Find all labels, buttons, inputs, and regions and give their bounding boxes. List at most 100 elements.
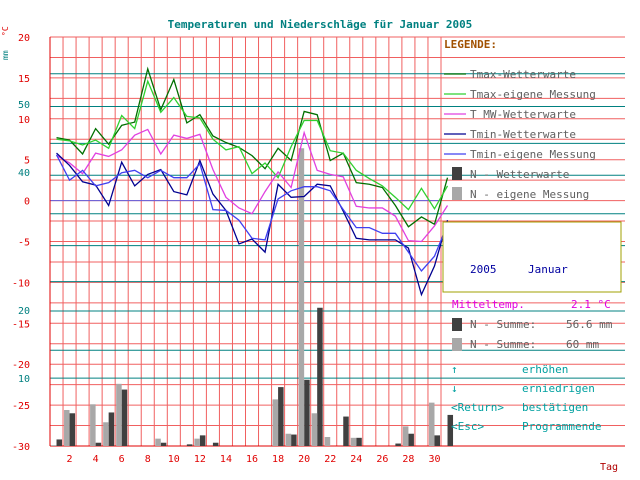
x-tick-label: 28: [402, 454, 414, 465]
series-line: [55, 154, 449, 272]
legend-item-label: Tmax-Wetterwarte: [470, 68, 576, 81]
precipitation-bars: [51, 148, 454, 447]
precip-bar-eigene: [324, 437, 331, 446]
grid: [49, 36, 625, 447]
x-tick-label: 22: [324, 454, 336, 465]
x-unit-label: Tag: [600, 462, 618, 473]
sum1-swatch: [452, 318, 462, 331]
precip-bar-eigene: [311, 413, 318, 446]
series-line: [56, 79, 449, 211]
precip-bar-wetterwarte: [69, 413, 76, 446]
precip-bar-wetterwarte: [317, 307, 323, 446]
x-tick-label: 30: [428, 454, 440, 465]
mittel-value: 2.1 °C: [571, 298, 611, 311]
precip-bar-eigene: [285, 433, 292, 446]
sum1-label: N - Summe:: [470, 318, 536, 331]
temperature-lines: [55, 66, 449, 297]
precip-bar-wetterwarte: [356, 437, 362, 446]
legend-item-label: N - Wetterwarte: [470, 168, 569, 181]
control-key[interactable]: ↑: [451, 363, 458, 376]
celsius-unit-label: °C: [1, 26, 10, 36]
x-tick-label: 12: [194, 454, 206, 465]
precip-bar-eigene: [194, 438, 200, 446]
precip-bar-eigene: [103, 422, 109, 446]
precip-bar-eigene: [51, 445, 57, 446]
precip-bar-wetterwarte: [121, 389, 128, 446]
precip-bar-wetterwarte: [186, 444, 193, 446]
control-action: Programmende: [522, 420, 601, 433]
temp-tick-label: 0: [24, 197, 30, 208]
precip-bar-eigene: [272, 399, 279, 446]
precip-bar-wetterwarte: [343, 416, 349, 446]
x-tick-label: 24: [350, 454, 362, 465]
x-tick-label: 14: [220, 454, 232, 465]
legend-item-label: N - eigene Messung: [470, 188, 589, 201]
precip-bar-wetterwarte: [95, 442, 102, 446]
series-line: [56, 128, 449, 243]
temp-tick-label: -25: [12, 401, 30, 412]
x-tick-label: 6: [119, 454, 125, 465]
temp-tick-label: -5: [18, 238, 30, 249]
mm-tick-label: 10: [18, 374, 30, 385]
x-tick-label: 18: [272, 454, 284, 465]
legend-bar-swatch: [452, 187, 462, 200]
precip-bar-wetterwarte: [408, 433, 414, 446]
key-controls: ↑ erhöhen ↓ erniedrigen <Return> bestätigen <E…: [451, 363, 601, 433]
precip-bar-eigene: [90, 404, 96, 446]
legend-item-label: Tmin-eigene Messung: [470, 148, 596, 161]
mm-tick-label: 20: [18, 306, 30, 317]
x-tick-label: 26: [376, 454, 388, 465]
temp-tick-label: -30: [12, 442, 30, 453]
legend-bar-swatch: [452, 167, 462, 180]
precip-bar-eigene: [116, 383, 122, 446]
chart-title: Temperaturen und Niederschläge für Janua…: [168, 18, 473, 31]
temp-tick-label: 5: [24, 156, 30, 167]
info-panel: 2005 Januar Mitteltemp. 2.1 °C N - Summe…: [442, 221, 622, 351]
control-action: erhöhen: [522, 363, 568, 376]
temp-tick-label: 20: [18, 33, 30, 44]
legend-panel: LEGENDE: Tmax-Wetterwarte Tmax-eigene Mes…: [444, 38, 596, 201]
legend-header: LEGENDE:: [444, 38, 497, 51]
mm-tick-label: 40: [18, 168, 30, 179]
precip-bar-eigene: [155, 438, 161, 446]
control-key[interactable]: ↓: [451, 382, 458, 395]
temp-tick-label: 10: [18, 115, 30, 126]
mittel-label: Mitteltemp.: [452, 298, 525, 311]
precip-bar-eigene: [428, 402, 435, 446]
precip-bar-wetterwarte: [212, 442, 219, 446]
legend-item-label: T MW-Wetterwarte: [470, 108, 576, 121]
series-line: [56, 152, 449, 297]
precip-bar-wetterwarte: [108, 412, 115, 446]
sum2-value: 60 mm: [566, 338, 599, 351]
precip-bar-wetterwarte: [291, 434, 297, 446]
temp-tick-label: -15: [12, 319, 30, 330]
mm-unit-label: mm: [1, 50, 10, 60]
precip-bar-wetterwarte: [447, 414, 454, 446]
series-line: [56, 66, 449, 228]
control-key[interactable]: <Esc>: [451, 420, 484, 433]
precip-bar-wetterwarte: [278, 387, 284, 446]
precip-bar-wetterwarte: [56, 439, 63, 446]
precip-bar-wetterwarte: [160, 442, 167, 446]
temp-tick-label: -20: [12, 360, 30, 371]
precip-bar-wetterwarte: [434, 435, 440, 446]
legend-item-label: Tmax-eigene Messung: [470, 88, 596, 101]
precip-bar-wetterwarte: [199, 435, 206, 446]
x-tick-label: 4: [93, 454, 99, 465]
x-tick-label: 20: [298, 454, 310, 465]
year-value[interactable]: 2005: [470, 263, 497, 276]
x-tick-label: 8: [145, 454, 151, 465]
month-value[interactable]: Januar: [528, 263, 568, 276]
mm-tick-label: 50: [18, 100, 30, 111]
x-tick-label: 10: [168, 454, 180, 465]
precip-bar-eigene: [402, 426, 409, 446]
temp-tick-label: -10: [12, 278, 30, 289]
precip-bar-wetterwarte: [304, 379, 310, 446]
control-key[interactable]: <Return>: [451, 401, 504, 414]
control-action: bestätigen: [522, 401, 588, 414]
precip-bar-eigene: [64, 410, 70, 446]
precip-bar-eigene: [298, 148, 305, 447]
temp-tick-label: 15: [18, 74, 30, 85]
sum2-swatch: [452, 338, 462, 351]
